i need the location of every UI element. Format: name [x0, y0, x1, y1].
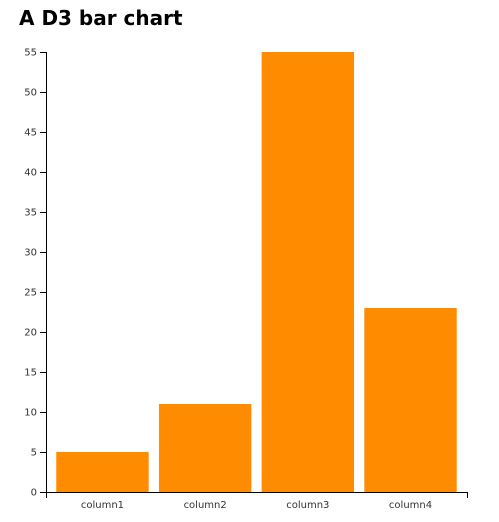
- y-tick-label: 50: [24, 88, 37, 99]
- x-axis-line: [46, 492, 468, 498]
- x-axis: column1 column2 column3 column4: [46, 492, 468, 511]
- bar-column3: [261, 52, 355, 492]
- y-tick-label: 0: [31, 488, 37, 499]
- chart-title: A D3 bar chart: [19, 6, 183, 30]
- bar-column4: [364, 308, 457, 492]
- x-tick-label-column1: column1: [81, 500, 124, 511]
- y-tick-label: 15: [24, 368, 37, 379]
- y-tick-label: 5: [31, 448, 37, 459]
- y-tick-label: 45: [24, 128, 37, 139]
- bar-column2: [158, 404, 252, 492]
- y-tick-label: 35: [24, 208, 37, 219]
- x-tick-label-column3: column3: [286, 500, 329, 511]
- y-tick-label: 20: [24, 328, 37, 339]
- x-tick-label-column2: column2: [184, 500, 227, 511]
- y-axis-line: [40, 52, 47, 493]
- y-axis: 0 5 10 15 20 25 30 35 40 45 50 55: [24, 48, 47, 499]
- y-tick-label: 30: [24, 248, 37, 259]
- bars-group: [56, 52, 457, 492]
- x-tick-label-column4: column4: [389, 500, 432, 511]
- y-tick-label: 40: [24, 168, 37, 179]
- y-tick-label: 25: [24, 288, 37, 299]
- bar-column1: [56, 452, 149, 492]
- y-tick-label: 55: [24, 48, 37, 59]
- y-tick-label: 10: [24, 408, 37, 419]
